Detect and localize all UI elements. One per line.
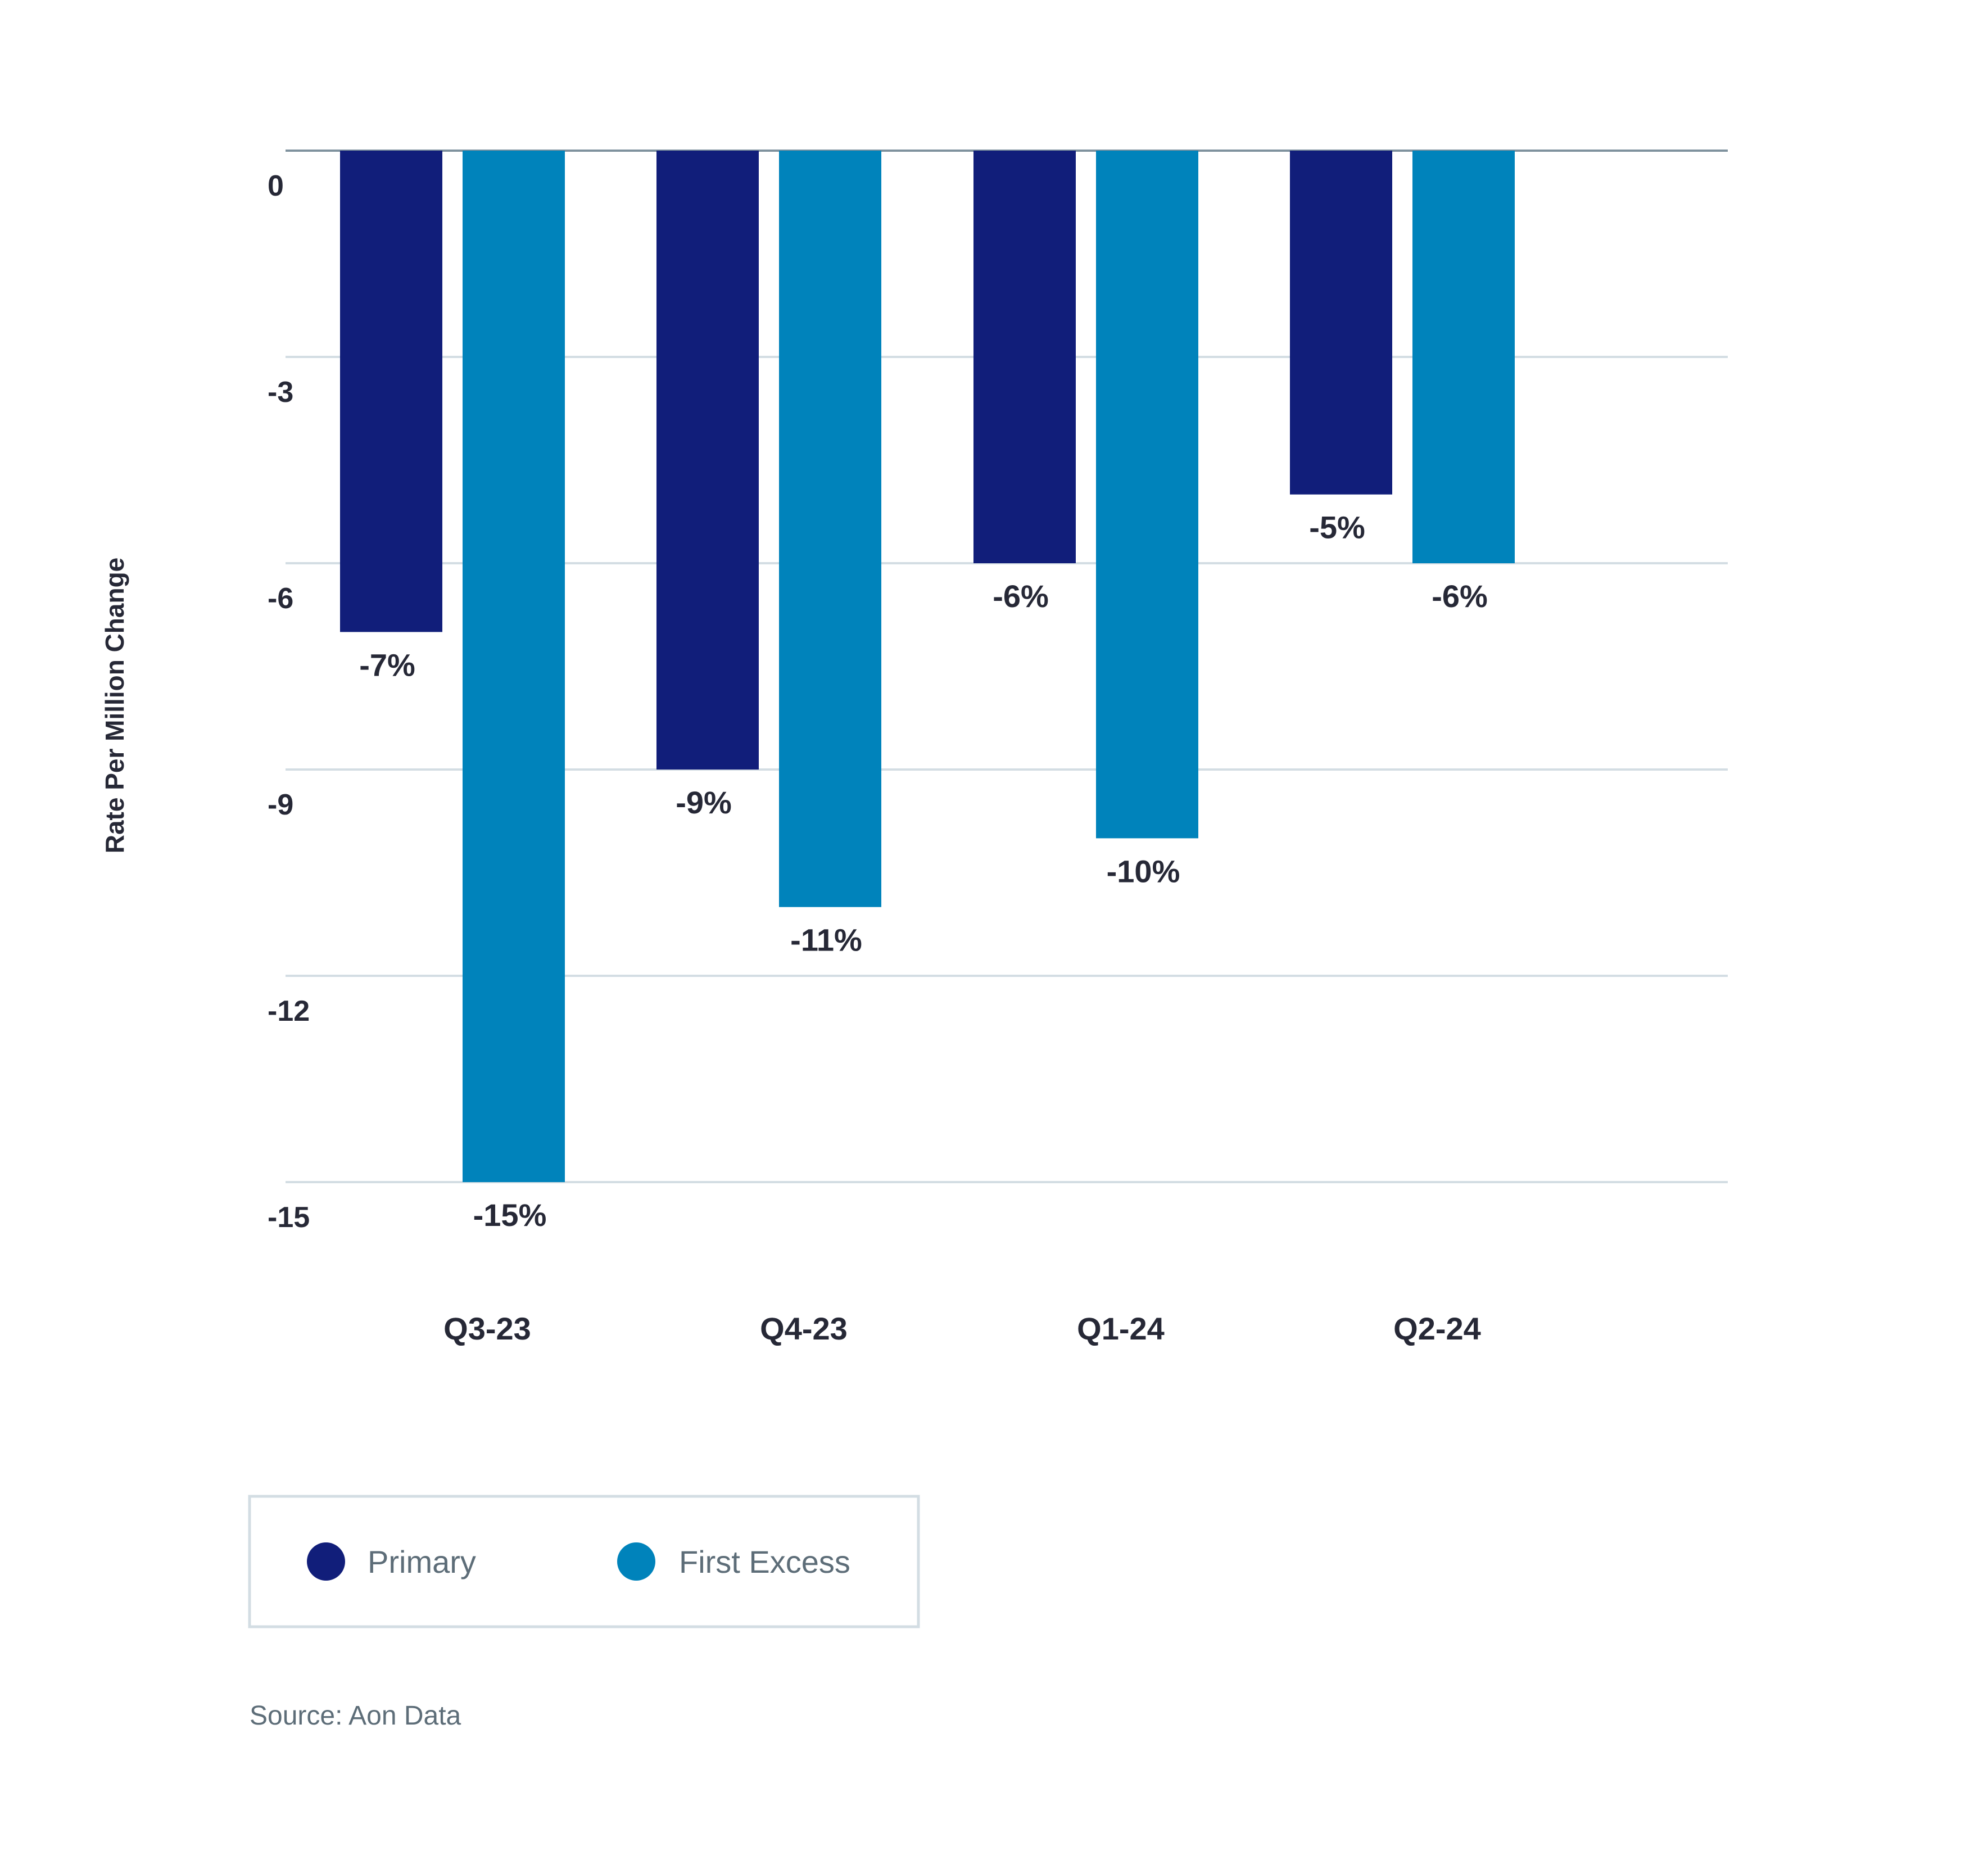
y-tick-label: -3: [268, 376, 293, 409]
legend-box: [248, 1495, 920, 1628]
legend-primary-label: Primary: [368, 1544, 476, 1580]
y-tick-label: -15: [268, 1201, 310, 1234]
y-tick-label: 0: [268, 170, 284, 202]
bar-first-excess-q1-24: [1096, 151, 1198, 839]
data-label: -9%: [676, 785, 732, 820]
x-category-label: Q1-24: [1077, 1311, 1165, 1346]
data-label: -6%: [993, 578, 1049, 614]
y-axis-label: Rate Per Million Change: [100, 558, 129, 854]
legend-primary-marker: [307, 1542, 345, 1581]
legend-first-excess-label: First Excess: [679, 1544, 850, 1580]
legend: Primary First Excess: [248, 1495, 920, 1628]
data-label: -7%: [359, 647, 415, 682]
bar-primary-q1-24: [973, 151, 1076, 563]
x-category-label: Q3-23: [443, 1311, 531, 1346]
bar-primary-q4-23: [656, 151, 759, 770]
y-axis-ticks: 0 -3 -6 -9 -12 -15: [268, 170, 310, 1234]
data-label: -5%: [1309, 510, 1365, 545]
data-labels: -7% -9% -6% -5% -15% -11% -10% -6%: [359, 510, 1488, 1233]
data-label: -10%: [1107, 853, 1180, 889]
x-axis-categories: Q3-23 Q4-23 Q1-24 Q2-24: [443, 1311, 1481, 1346]
y-tick-label: -12: [268, 995, 310, 1028]
data-label: -6%: [1432, 578, 1488, 614]
legend-first-excess-marker: [617, 1542, 655, 1581]
x-category-label: Q2-24: [1393, 1311, 1481, 1346]
bar-primary-q2-24: [1290, 151, 1392, 495]
data-label: -15%: [473, 1197, 547, 1233]
bar-first-excess-q2-24: [1412, 151, 1515, 563]
y-tick-label: -6: [268, 582, 293, 615]
x-category-label: Q4-23: [760, 1311, 848, 1346]
y-tick-label: -9: [268, 789, 293, 821]
bar-first-excess-q4-23: [779, 151, 881, 907]
bar-first-excess-q3-23: [463, 151, 565, 1182]
source-note: Source: Aon Data: [250, 1701, 461, 1731]
data-label: -11%: [790, 922, 862, 958]
bars: [340, 151, 1515, 1182]
bar-primary-q3-23: [340, 151, 442, 632]
